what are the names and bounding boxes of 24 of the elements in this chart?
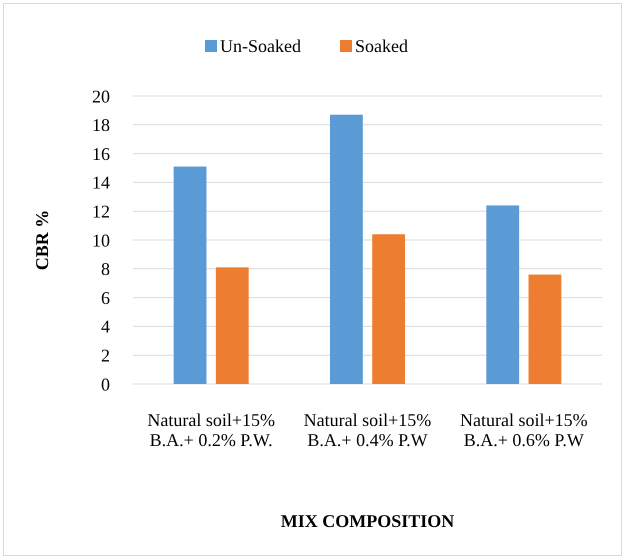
x-axis-title: MIX COMPOSITION bbox=[280, 511, 454, 531]
y-tick-label: 16 bbox=[92, 144, 110, 164]
bar bbox=[216, 267, 249, 384]
x-tick-label: Natural soil+15% B.A.+ 0.4% P.W bbox=[304, 410, 432, 450]
y-tick-label: 12 bbox=[92, 202, 110, 222]
x-tick-label: Natural soil+15% B.A.+ 0.6% P.W bbox=[460, 410, 588, 450]
legend-label: Un-Soaked bbox=[220, 36, 301, 56]
y-tick-label: 20 bbox=[92, 86, 110, 106]
y-tick-label: 14 bbox=[92, 172, 110, 193]
y-tick-label: 0 bbox=[101, 374, 110, 394]
x-tick-label: Natural soil+15% B.A.+ 0.2% P.W. bbox=[147, 410, 275, 450]
legend-label: Soaked bbox=[355, 36, 408, 56]
bar bbox=[372, 234, 406, 384]
bar bbox=[486, 205, 520, 384]
y-tick-label: 8 bbox=[101, 259, 110, 280]
y-tick-label: 4 bbox=[101, 316, 110, 337]
bar bbox=[174, 166, 206, 384]
bar bbox=[528, 274, 562, 384]
y-tick-label: 6 bbox=[101, 288, 110, 308]
y-tick-label: 18 bbox=[92, 115, 110, 136]
y-tick-label: 10 bbox=[92, 230, 110, 250]
bar bbox=[330, 114, 363, 384]
y-tick-label: 2 bbox=[101, 346, 110, 366]
y-axis-title: CBR % bbox=[32, 210, 52, 270]
